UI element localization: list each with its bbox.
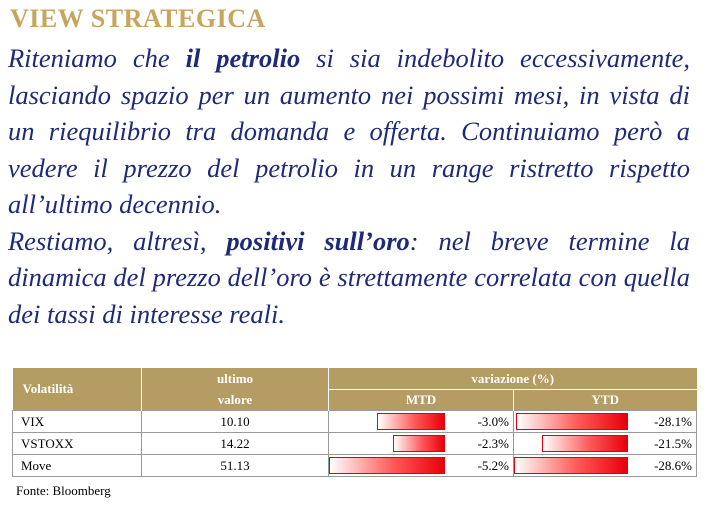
oil-paragraph-rest: si sia indebolito eccessivamente, lascia…	[8, 43, 691, 219]
volatility-table: Volatilità ultimo variazione (%) valore …	[12, 368, 698, 477]
ytd-bar	[514, 457, 628, 474]
ytd-value: -28.6%	[654, 458, 693, 473]
header-variazione: variazione (%)	[328, 368, 697, 390]
mtd-bar	[393, 435, 445, 452]
ytd-bar	[516, 413, 628, 430]
ytd-cell: -28.6%	[512, 454, 698, 477]
index-value: 14.22	[141, 432, 329, 455]
header-volatilita: Volatilità	[12, 368, 142, 411]
gold-paragraph: Restiamo, altresì, positivi sull’oro: ne…	[8, 223, 690, 333]
index-name: VIX	[12, 410, 142, 433]
header-ultimo: ultimo	[141, 368, 329, 390]
index-name: Move	[12, 454, 142, 477]
mtd-cell: -3.0%	[328, 410, 514, 433]
table-row: Move 51.13 -5.2% -28.6%	[12, 454, 698, 477]
mtd-cell: -2.3%	[328, 432, 514, 455]
page-title: VIEW STRATEGICA	[10, 4, 266, 33]
ytd-cell: -28.1%	[512, 410, 698, 433]
mtd-value: -5.2%	[477, 458, 509, 473]
mtd-cell: -5.2%	[328, 454, 514, 477]
oil-paragraph-highlight: il petrolio	[185, 43, 301, 73]
strategy-text: Riteniamo che il petrolio si sia indebol…	[8, 40, 690, 332]
mtd-value: -2.3%	[477, 436, 509, 451]
header-mtd: MTD	[328, 389, 514, 411]
table-row: VIX 10.10 -3.0% -28.1%	[12, 410, 698, 433]
index-value: 51.13	[141, 454, 329, 477]
gold-paragraph-highlight: positivi sull’oro	[226, 225, 410, 256]
mtd-bar	[329, 457, 445, 474]
source-note: Fonte: Bloomberg	[16, 483, 111, 498]
table-row: VSTOXX 14.22 -2.3% -21.5%	[12, 432, 698, 455]
mtd-value: -3.0%	[477, 414, 509, 429]
ytd-value: -28.1%	[654, 414, 693, 429]
index-name: VSTOXX	[12, 432, 142, 455]
gold-paragraph-intro: Restiamo, altresì,	[8, 225, 227, 256]
header-ytd: YTD	[591, 392, 619, 407]
oil-paragraph: Riteniamo che il petrolio si sia indebol…	[8, 40, 690, 223]
ytd-bar	[542, 435, 628, 452]
oil-paragraph-intro: Riteniamo che	[8, 43, 186, 73]
ytd-value: -21.5%	[654, 436, 693, 451]
index-value: 10.10	[141, 410, 329, 433]
ytd-cell: -21.5%	[512, 432, 698, 455]
header-valore: valore	[141, 389, 329, 411]
mtd-bar	[377, 413, 445, 430]
gold-paragraph-rest: : nel breve termine la dinamica del prez…	[8, 225, 690, 329]
